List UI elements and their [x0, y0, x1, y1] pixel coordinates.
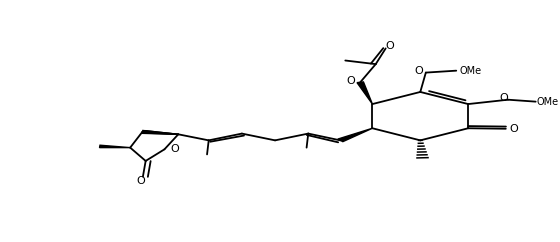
Polygon shape [338, 128, 372, 142]
Polygon shape [142, 130, 178, 134]
Text: O: O [386, 41, 394, 51]
Text: O: O [346, 76, 354, 86]
Polygon shape [100, 145, 130, 148]
Polygon shape [144, 131, 178, 134]
Polygon shape [357, 82, 372, 104]
Text: O: O [415, 66, 423, 76]
Text: O: O [170, 144, 179, 154]
Text: O: O [499, 93, 508, 104]
Text: OMe: OMe [459, 66, 481, 76]
Text: O: O [137, 175, 146, 186]
Text: OMe: OMe [536, 97, 559, 107]
Text: O: O [509, 124, 518, 134]
